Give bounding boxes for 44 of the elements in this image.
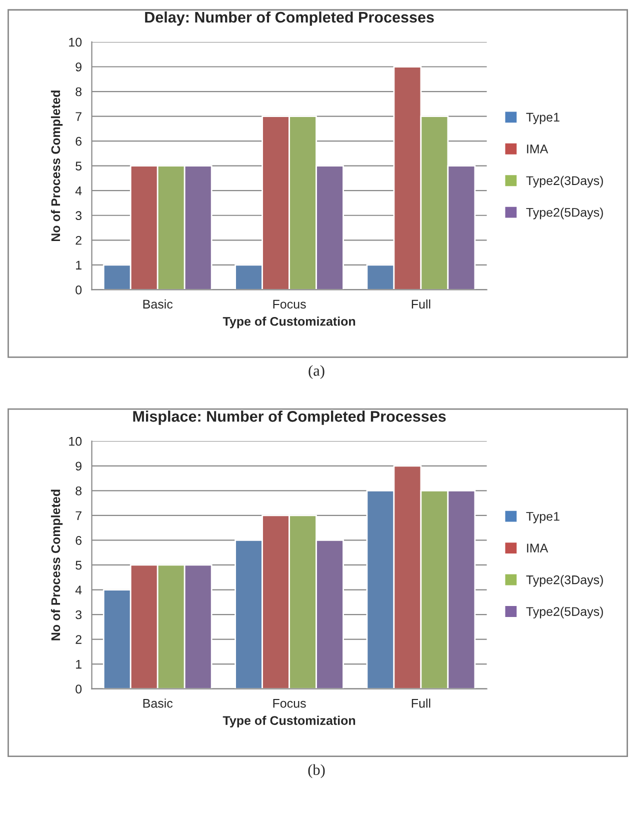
x-tick-label: Full [412, 299, 430, 309]
x-axis-title: Type of Customization [222, 716, 356, 728]
y-tick-label: 7 [76, 511, 82, 520]
legend-label: Type2(5Days) [526, 606, 603, 618]
y-tick-label: 7 [76, 112, 82, 121]
legend-label: Type1 [526, 112, 560, 124]
x-tick-label: Full [412, 698, 430, 708]
text: (a) [308, 365, 324, 379]
y-tick-label: 8 [76, 486, 82, 496]
x-axis-title: Type of Customization [222, 316, 356, 328]
y-tick-label: 4 [75, 186, 82, 196]
y-tick-label: 10 [69, 436, 82, 446]
x-tick-label: Focus [273, 300, 306, 309]
legend-label: IMA [527, 544, 548, 552]
y-tick-label: 10 [69, 38, 82, 47]
y-axis-title: No of Process Completed [50, 90, 63, 242]
y-tick-label: 5 [76, 560, 82, 570]
y-tick-label: 0 [76, 684, 82, 694]
legend-label: Type2(3Days) [526, 575, 603, 587]
y-tick-label: 2 [76, 635, 82, 644]
legend-label: Type2(5Days) [526, 208, 603, 220]
y-axis-title: No of Process Completed [50, 490, 63, 640]
y-tick-label: 4 [75, 586, 82, 594]
x-tick-label: Basic [143, 698, 173, 708]
y-tick-label: 1 [76, 660, 82, 669]
y-tick-label: 0 [76, 285, 82, 294]
y-tick-label: 1 [76, 260, 82, 270]
chart-title: Misplace: Number of Completed Processes [133, 410, 446, 425]
y-tick-label: 3 [76, 610, 82, 620]
y-tick-label: 3 [76, 211, 82, 220]
legend-label: Type1 [526, 512, 560, 524]
y-tick-label: 9 [76, 62, 82, 72]
legend-label: Type2(3Days) [526, 176, 603, 188]
x-tick-label: Basic [143, 299, 173, 309]
y-tick-label: 2 [76, 236, 82, 245]
y-tick-label: 6 [76, 536, 82, 545]
text: (b) [308, 764, 325, 778]
chart-title: Delay: Number of Completed Processes [145, 11, 434, 26]
y-tick-label: 8 [76, 87, 82, 96]
x-tick-label: Focus [273, 699, 306, 708]
y-tick-label: 6 [76, 136, 82, 146]
y-tick-label: 9 [76, 462, 82, 471]
legend-label: IMA [527, 144, 548, 154]
y-tick-label: 5 [76, 162, 82, 170]
